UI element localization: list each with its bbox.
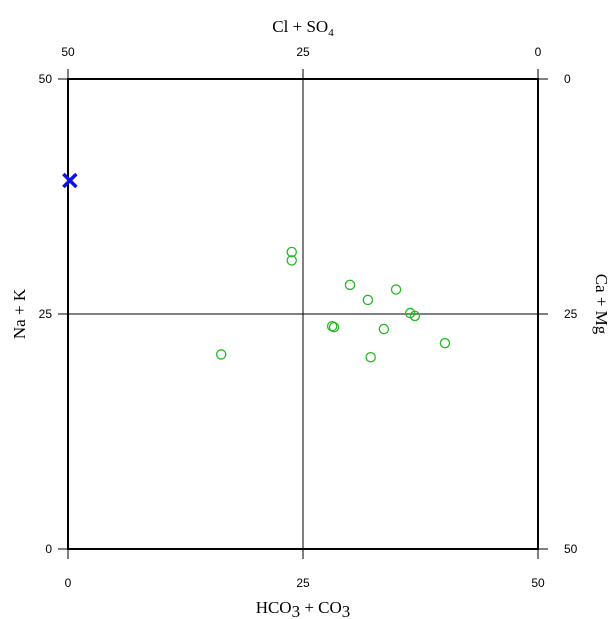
data-point-circle: [390, 284, 402, 295]
bottom-axis-title: HCO3 + CO3: [256, 598, 351, 619]
data-points-layer: [62, 172, 451, 363]
right-axis-title: Ca + Mg: [592, 274, 611, 335]
top-tick-label: 50: [61, 45, 75, 59]
bottom-tick-label: 25: [296, 576, 310, 590]
top-axis-title-main: Cl + SO: [272, 17, 328, 36]
right-tick-label: 25: [564, 307, 578, 321]
data-point-circle: [378, 323, 390, 335]
top-axis-title-subscript: 4: [328, 27, 334, 39]
left-tick-label: 0: [45, 542, 52, 556]
bottom-tick-label: 50: [531, 576, 545, 590]
top-tick-label: 25: [296, 45, 310, 59]
left-tick-label: 25: [39, 307, 53, 321]
data-point-circle: [328, 321, 340, 333]
right-tick-label: 0: [564, 72, 571, 86]
right-tick-label: 50: [564, 542, 578, 556]
data-point-circle: [286, 255, 297, 266]
data-point-circle: [362, 294, 374, 306]
data-point-cross: [62, 172, 78, 189]
left-axis-title: Na + K: [10, 288, 29, 339]
data-point-circle: [215, 349, 227, 360]
data-point-circle: [365, 351, 376, 363]
tick-marks: [58, 69, 548, 559]
data-point-circle: [344, 279, 356, 291]
bottom-axis-title-sub-1: 3: [292, 602, 301, 619]
top-tick-label: 0: [535, 45, 542, 59]
bottom-axis-title-sub-2: 3: [342, 602, 351, 619]
data-point-circle: [439, 337, 451, 349]
bottom-tick-label: 0: [65, 576, 72, 590]
data-point-circle: [286, 246, 297, 258]
bottom-axis-title-mid: + CO: [300, 598, 342, 617]
data-point-circle: [409, 310, 421, 322]
top-axis-title: Cl + SO4: [272, 17, 334, 39]
bottom-axis-title-main: HCO: [256, 598, 292, 617]
left-tick-label: 50: [39, 72, 53, 86]
